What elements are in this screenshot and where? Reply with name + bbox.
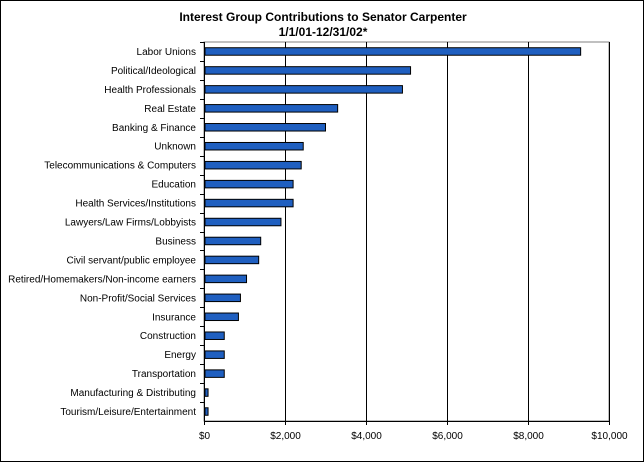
x-tick-label: $6,000: [432, 431, 463, 442]
x-tick-label: $10,000: [591, 431, 628, 442]
plot-area: $0 $2,000 $4,000 $6,000 $8,000 $10,000 Labor U…: [8, 41, 628, 442]
category-label: Health Professionals: [104, 85, 196, 96]
bar: [204, 104, 339, 113]
category-label: Health Services/Institutions: [75, 199, 196, 210]
bar: [204, 160, 302, 170]
category-label: Unknown: [154, 142, 196, 153]
category-label: Construction: [140, 331, 196, 342]
category-label: Business: [155, 236, 196, 247]
bar: [204, 407, 209, 416]
category-label: Political/Ideological: [111, 66, 196, 77]
category-label: Transportation: [132, 369, 196, 380]
x-tick-label: $2,000: [270, 431, 301, 442]
x-tick-label: $8,000: [513, 431, 544, 442]
category-label: Lawyers/Law Firms/Lobbyists: [65, 218, 196, 229]
category-label: Retired/Homemakers/Non-income earners: [8, 274, 196, 285]
chart-title: Interest Group Contributions to Senator …: [179, 10, 467, 24]
bar: [204, 388, 209, 397]
category-label: Insurance: [152, 312, 196, 323]
bar: [204, 369, 225, 378]
category-label: Manufacturing & Distributing: [70, 388, 196, 399]
bar: [204, 123, 326, 132]
bar: [204, 85, 403, 94]
category-label: Education: [152, 180, 196, 191]
category-label: Labor Unions: [137, 47, 196, 58]
category-label: Civil servant/public employee: [66, 255, 196, 266]
bar: [204, 47, 582, 56]
bar: [204, 236, 262, 246]
bar: [204, 66, 412, 75]
bar: [204, 274, 248, 284]
category-label: Non-Profit/Social Services: [80, 293, 196, 304]
bar: [204, 350, 225, 359]
category-label: Real Estate: [144, 104, 196, 115]
bar: [204, 255, 260, 265]
bar: [204, 331, 225, 340]
bar: [204, 293, 241, 303]
category-label: Banking & Finance: [112, 123, 196, 134]
chart-subtitle: 1/1/01-12/31/02*: [279, 25, 368, 39]
plot-area-border: [203, 41, 610, 422]
x-tick-label: $0: [199, 431, 211, 442]
category-label: Tourism/Leisure/Entertainment: [60, 407, 196, 418]
bar: [204, 179, 294, 189]
x-tick-label: $4,000: [351, 431, 382, 442]
bar: [204, 312, 239, 322]
bar: [204, 198, 294, 208]
category-label: Energy: [164, 350, 196, 361]
bar: [204, 217, 282, 227]
bar: [204, 141, 304, 151]
category-label: Telecommunications & Computers: [44, 161, 196, 172]
